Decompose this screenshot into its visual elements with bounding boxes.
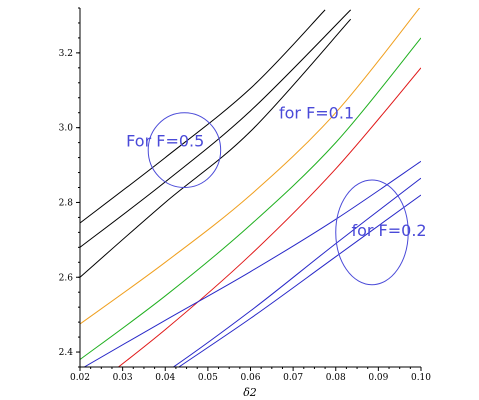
x-tick-label: 0.08 [326,373,346,383]
x-tick-label: 0.07 [283,373,303,383]
series-line-4 [80,8,421,325]
x-axis-title: δ2 [243,386,257,399]
y-tick-label: 3.2 [59,49,73,59]
series-line-3 [80,18,352,278]
annotation-label-3: for F=0.2 [351,221,426,240]
x-tick-label: 0.04 [155,373,175,383]
annotation-ellipse-2 [335,179,409,286]
y-tick-label: 2.8 [59,198,74,208]
annotation-label-1: For F=0.5 [126,131,204,150]
series-line-5 [80,37,421,360]
y-tick-label: 3.0 [59,124,74,134]
series-line-6 [117,67,421,367]
annotation-layer: For F=0.5 for F=0.1 for F=0.2 [126,103,427,286]
annotation-label-2: for F=0.1 [279,103,354,122]
x-tick-label: 0.02 [70,373,90,383]
series-line-7 [84,160,421,367]
series-line-9 [177,194,421,367]
x-tick-label: 0.10 [411,373,431,383]
x-tick-label: 0.09 [368,373,388,383]
x-tick-label: 0.05 [198,373,218,383]
annotation-ellipse-1 [147,112,222,189]
series-layer [80,8,421,367]
y-tick-label: 2.4 [59,348,74,358]
series-line-8 [172,177,421,367]
series-line-1 [80,9,326,224]
x-tick-label: 0.03 [113,373,133,383]
x-tick-label: 0.06 [240,373,260,383]
axes-layer: 0.02 0.03 0.04 0.05 0.06 0.07 0.08 0.09 0.10 2.4 2… [59,7,431,383]
y-tick-label: 2.6 [59,273,74,283]
series-line-2 [80,9,352,248]
